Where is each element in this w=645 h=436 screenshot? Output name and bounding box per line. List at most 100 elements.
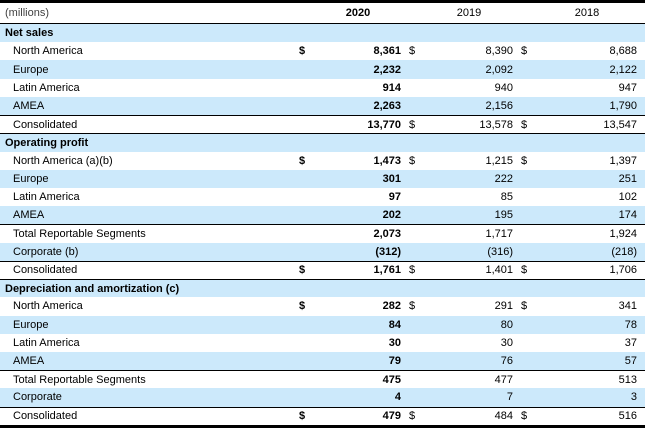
year-value-group: $516 bbox=[521, 410, 645, 422]
value-cell: 30 bbox=[500, 336, 513, 349]
dollar-sign bbox=[409, 246, 425, 258]
value-cell: 2,263 bbox=[373, 99, 401, 112]
value-cell: 479 bbox=[382, 410, 401, 423]
year-value-group: $8,361 bbox=[299, 45, 409, 57]
dollar-sign: $ bbox=[409, 45, 416, 58]
year-value-group: 947 bbox=[521, 82, 645, 94]
value-cell: 301 bbox=[382, 172, 401, 185]
section-header-row: Operating profit bbox=[0, 133, 645, 152]
year-column-header-group: 2020 bbox=[299, 7, 409, 19]
value-cell: 79 bbox=[388, 355, 401, 368]
year-value-group: 76 bbox=[409, 355, 521, 367]
year-value-group: $291 bbox=[409, 300, 521, 312]
dollar-sign: $ bbox=[409, 410, 416, 423]
value-cell: 195 bbox=[494, 209, 513, 222]
row-label: Latin America bbox=[13, 336, 80, 349]
year-value-group: 30 bbox=[409, 337, 521, 349]
value-cell: 475 bbox=[382, 373, 401, 386]
dollar-sign bbox=[521, 191, 537, 203]
dollar-sign: $ bbox=[521, 154, 528, 167]
dollar-sign bbox=[521, 82, 537, 94]
value-cell: 1,215 bbox=[485, 154, 513, 167]
value-cell: 1,397 bbox=[609, 154, 637, 167]
dollar-sign bbox=[409, 337, 425, 349]
year-value-group: 79 bbox=[299, 355, 409, 367]
row-label: Corporate bbox=[13, 391, 62, 404]
dollar-sign bbox=[409, 374, 425, 386]
year-value-group: $1,401 bbox=[409, 264, 521, 276]
dollar-sign bbox=[521, 246, 537, 258]
dollar-sign bbox=[299, 191, 315, 203]
table-row: Latin America 30 30 37 bbox=[0, 334, 645, 352]
row-label: Consolidated bbox=[13, 264, 78, 277]
year-value-group: $8,688 bbox=[521, 45, 645, 57]
value-cell: 57 bbox=[624, 355, 637, 368]
year-value-group: $13,547 bbox=[521, 119, 645, 131]
table-header-row: (millions) 2020 2019 2018 bbox=[0, 3, 645, 24]
value-cell: 97 bbox=[388, 191, 401, 204]
value-cell: 13,770 bbox=[367, 118, 401, 131]
year-value-group: 13,770 bbox=[299, 119, 409, 131]
dollar-sign bbox=[521, 100, 537, 112]
table-row: Consolidated $479 $484 $516 bbox=[0, 406, 645, 425]
row-label: Total Reportable Segments bbox=[13, 373, 146, 386]
year-value-group: 2,073 bbox=[299, 228, 409, 240]
dollar-sign: $ bbox=[299, 300, 306, 313]
row-label: Total Reportable Segments bbox=[13, 228, 146, 241]
dollar-sign bbox=[409, 191, 425, 203]
table-row: Consolidated $1,761 $1,401 $1,706 bbox=[0, 260, 645, 279]
table-row: North America $282 $291 $341 bbox=[0, 297, 645, 315]
value-cell: 341 bbox=[618, 300, 637, 313]
year-value-group: 301 bbox=[299, 173, 409, 185]
year-value-group: 202 bbox=[299, 209, 409, 221]
dollar-sign: $ bbox=[299, 154, 306, 167]
year-value-group: 475 bbox=[299, 374, 409, 386]
dollar-sign bbox=[521, 355, 537, 367]
year-value-group: 174 bbox=[521, 209, 645, 221]
dollar-sign bbox=[299, 100, 315, 112]
value-cell: 76 bbox=[500, 355, 513, 368]
value-cell: 1,761 bbox=[373, 264, 401, 277]
row-label: Consolidated bbox=[13, 410, 78, 423]
value-cell: 513 bbox=[618, 373, 637, 386]
dollar-sign bbox=[409, 100, 425, 112]
year-value-group: $282 bbox=[299, 300, 409, 312]
value-cell: 8,688 bbox=[609, 45, 637, 58]
year-value-group: (312) bbox=[299, 246, 409, 258]
value-cell: 13,578 bbox=[479, 118, 513, 131]
dollar-sign bbox=[299, 246, 315, 258]
value-cell: 222 bbox=[494, 172, 513, 185]
value-cell: 914 bbox=[382, 81, 401, 94]
value-cell: 1,790 bbox=[609, 99, 637, 112]
year-column-header-group: 2019 bbox=[409, 7, 521, 19]
value-cell: 251 bbox=[618, 172, 637, 185]
dollar-sign bbox=[409, 391, 425, 403]
value-cell: (312) bbox=[375, 245, 401, 258]
dollar-sign bbox=[521, 391, 537, 403]
section-header-row: Depreciation and amortization (c) bbox=[0, 279, 645, 298]
dollar-column-spacer bbox=[409, 7, 425, 19]
value-cell: 174 bbox=[618, 209, 637, 222]
dollar-sign bbox=[299, 228, 315, 240]
value-cell: 940 bbox=[494, 81, 513, 94]
dollar-column-spacer bbox=[521, 7, 537, 19]
table-row: Total Reportable Segments 2,073 1,717 1,924 bbox=[0, 224, 645, 242]
year-value-group: 80 bbox=[409, 319, 521, 331]
year-value-group: $341 bbox=[521, 300, 645, 312]
section-title: Depreciation and amortization (c) bbox=[5, 282, 180, 295]
dollar-sign: $ bbox=[521, 300, 528, 313]
dollar-column-spacer bbox=[299, 7, 315, 19]
year-value-group: 30 bbox=[299, 337, 409, 349]
dollar-sign bbox=[409, 209, 425, 221]
dollar-sign bbox=[521, 228, 537, 240]
year-value-group: 1,924 bbox=[521, 228, 645, 240]
year-value-group: 85 bbox=[409, 191, 521, 203]
year-value-group: $1,397 bbox=[521, 155, 645, 167]
dollar-sign bbox=[299, 374, 315, 386]
table-row: Latin America 97 85 102 bbox=[0, 188, 645, 206]
dollar-sign bbox=[521, 209, 537, 221]
value-cell: 80 bbox=[500, 318, 513, 331]
dollar-sign: $ bbox=[299, 410, 306, 423]
table-row: Corporate (b) (312) (316) (218) bbox=[0, 242, 645, 261]
year-value-group: $1,215 bbox=[409, 155, 521, 167]
